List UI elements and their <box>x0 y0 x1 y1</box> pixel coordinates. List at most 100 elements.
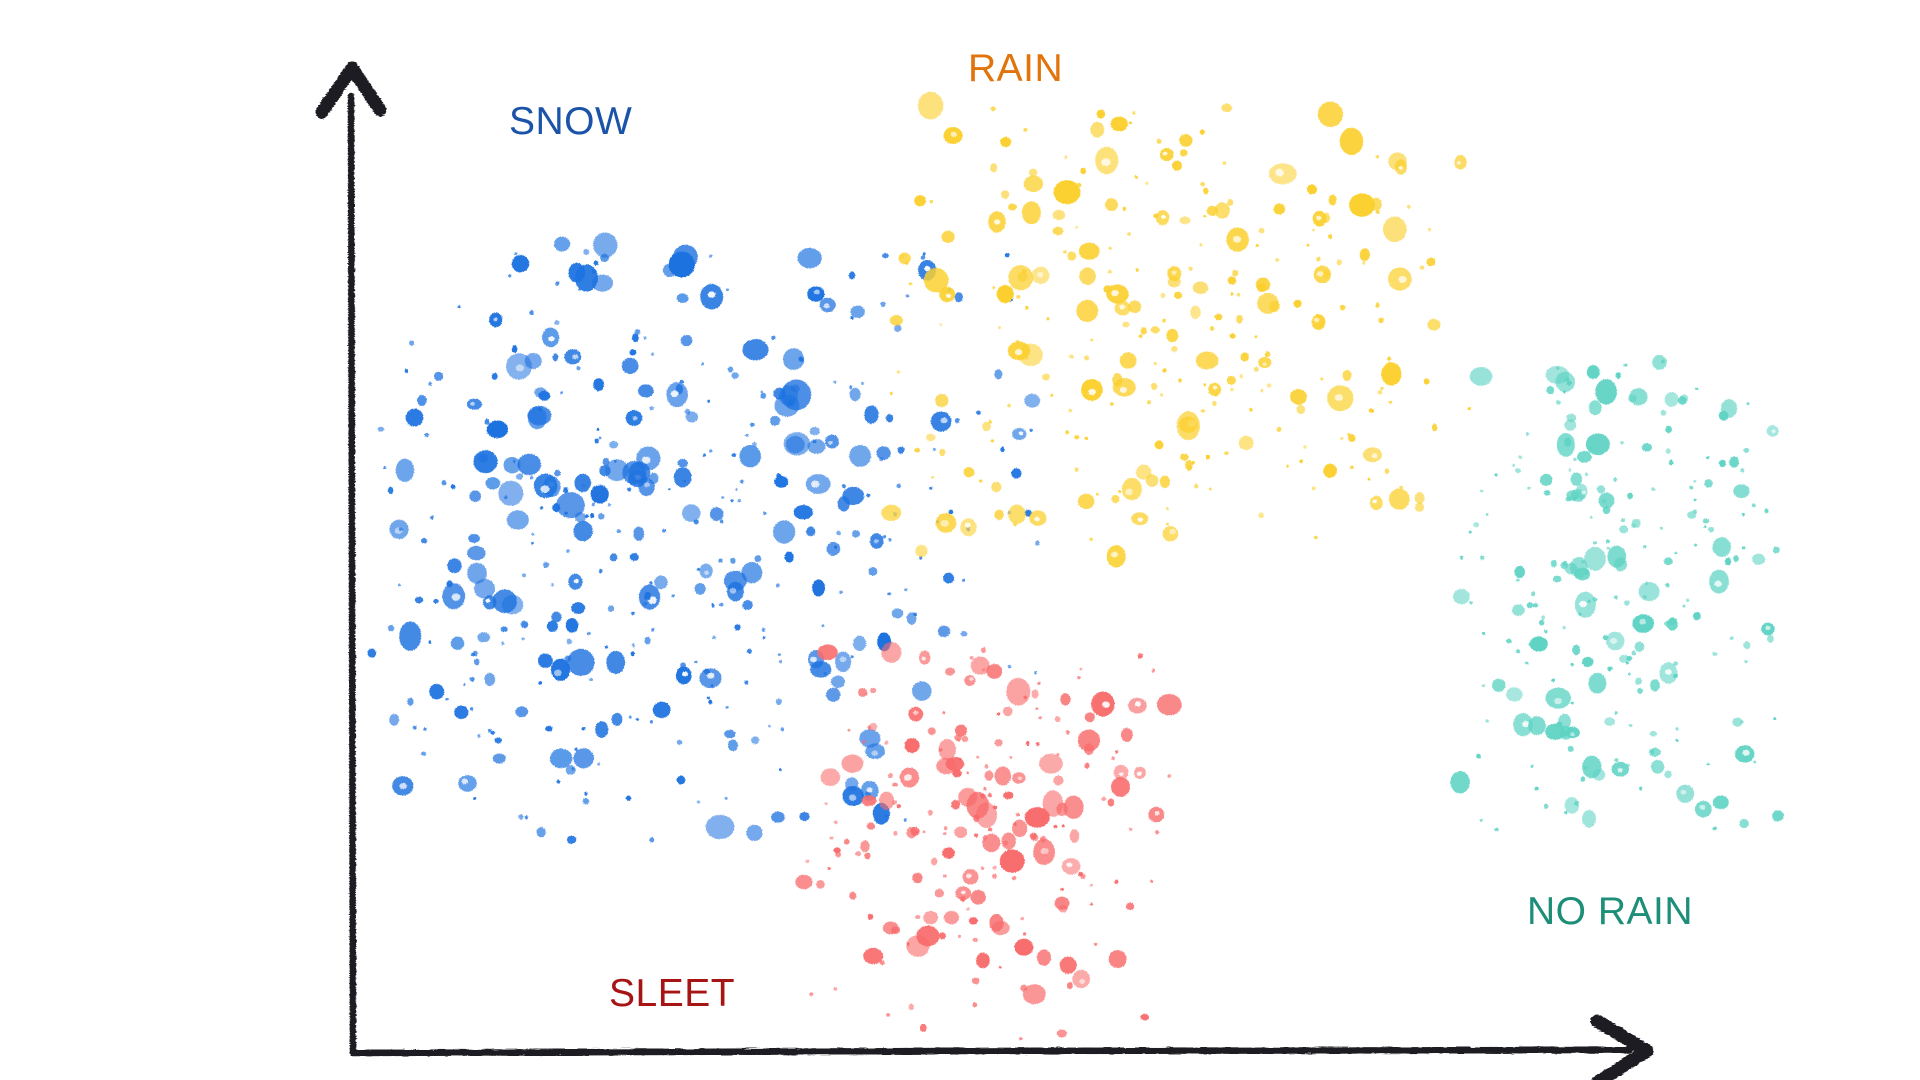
data-point-speckle <box>823 303 830 309</box>
data-point <box>1162 526 1179 542</box>
data-point <box>1061 824 1065 828</box>
data-point <box>592 486 597 491</box>
data-point <box>616 529 621 534</box>
data-point <box>467 562 487 584</box>
cluster-label-snow: SNOW <box>509 100 633 143</box>
data-point <box>1588 672 1607 694</box>
data-point <box>914 195 927 207</box>
data-point <box>1541 615 1545 620</box>
data-point-speckle <box>540 485 550 494</box>
data-point <box>1001 832 1016 850</box>
data-point <box>1612 477 1618 482</box>
data-point <box>574 473 591 493</box>
data-point <box>896 370 901 374</box>
data-point <box>1203 214 1207 218</box>
data-point-speckle <box>810 656 817 663</box>
data-point <box>954 826 968 839</box>
data-point <box>486 420 508 439</box>
data-point <box>1021 201 1041 225</box>
data-point <box>1227 198 1234 207</box>
data-point <box>1564 797 1580 814</box>
data-point <box>441 480 447 486</box>
data-point <box>1153 361 1157 366</box>
data-point <box>1074 467 1079 472</box>
data-point <box>1589 446 1593 450</box>
data-point <box>685 411 699 423</box>
data-point <box>881 504 902 522</box>
data-point <box>927 727 936 736</box>
data-point <box>990 106 996 112</box>
data-point <box>1369 495 1383 511</box>
data-point <box>994 509 1004 520</box>
data-point <box>923 910 939 925</box>
data-point <box>774 394 800 417</box>
data-point <box>1585 433 1610 456</box>
data-point <box>1628 394 1637 403</box>
data-point <box>1021 268 1027 274</box>
data-point <box>1476 753 1482 759</box>
data-point-speckle <box>670 390 679 398</box>
data-point <box>506 510 529 530</box>
data-point <box>833 847 841 854</box>
data-point <box>1077 729 1101 752</box>
data-point <box>942 832 947 836</box>
data-point <box>1067 251 1077 261</box>
data-point <box>1151 668 1156 673</box>
data-point <box>1546 386 1555 395</box>
data-point <box>761 627 766 632</box>
data-point <box>1388 400 1393 404</box>
data-point <box>1076 299 1099 322</box>
data-point <box>1659 526 1663 530</box>
data-point <box>1667 617 1678 631</box>
data-point <box>1052 226 1064 236</box>
data-point <box>1221 103 1233 113</box>
data-point <box>1255 244 1259 248</box>
data-point <box>1568 468 1572 472</box>
data-point <box>1746 402 1750 406</box>
data-point <box>567 648 595 676</box>
data-point <box>1064 155 1068 160</box>
data-point <box>1367 477 1371 481</box>
data-point <box>1214 393 1219 397</box>
data-point <box>680 662 686 668</box>
data-point <box>1066 730 1070 735</box>
data-point <box>1107 269 1113 274</box>
data-point <box>474 658 480 666</box>
data-point <box>754 555 762 563</box>
data-point <box>1732 717 1743 727</box>
data-point <box>1240 352 1250 362</box>
data-point <box>673 467 692 488</box>
data-point-speckle <box>912 710 919 715</box>
data-point-speckle <box>1111 551 1119 558</box>
plot-axes <box>315 61 1654 1080</box>
data-point <box>1007 403 1011 408</box>
data-point <box>886 1013 891 1017</box>
data-point <box>708 254 713 258</box>
data-point <box>414 596 424 604</box>
data-point <box>763 511 767 515</box>
data-point-speckle <box>924 265 931 271</box>
data-point <box>790 384 800 393</box>
data-point <box>1150 879 1154 883</box>
data-point <box>520 620 529 629</box>
data-point <box>897 446 905 454</box>
data-point <box>1494 827 1499 832</box>
data-point <box>1368 408 1375 413</box>
data-point <box>542 561 550 569</box>
data-point <box>488 728 492 733</box>
data-point <box>554 469 561 477</box>
data-point-speckle <box>1066 862 1073 868</box>
data-point <box>905 294 910 298</box>
cluster-label-no-rain: NO RAIN <box>1527 890 1694 933</box>
data-point <box>868 722 878 731</box>
data-point <box>398 527 403 531</box>
data-point <box>450 636 465 650</box>
data-point <box>593 378 604 392</box>
data-point-speckle <box>461 778 469 785</box>
data-point <box>724 729 736 739</box>
data-point <box>1719 459 1726 468</box>
data-point <box>841 754 864 773</box>
data-point <box>954 417 960 424</box>
data-point <box>1084 355 1090 361</box>
data-point <box>651 628 655 632</box>
